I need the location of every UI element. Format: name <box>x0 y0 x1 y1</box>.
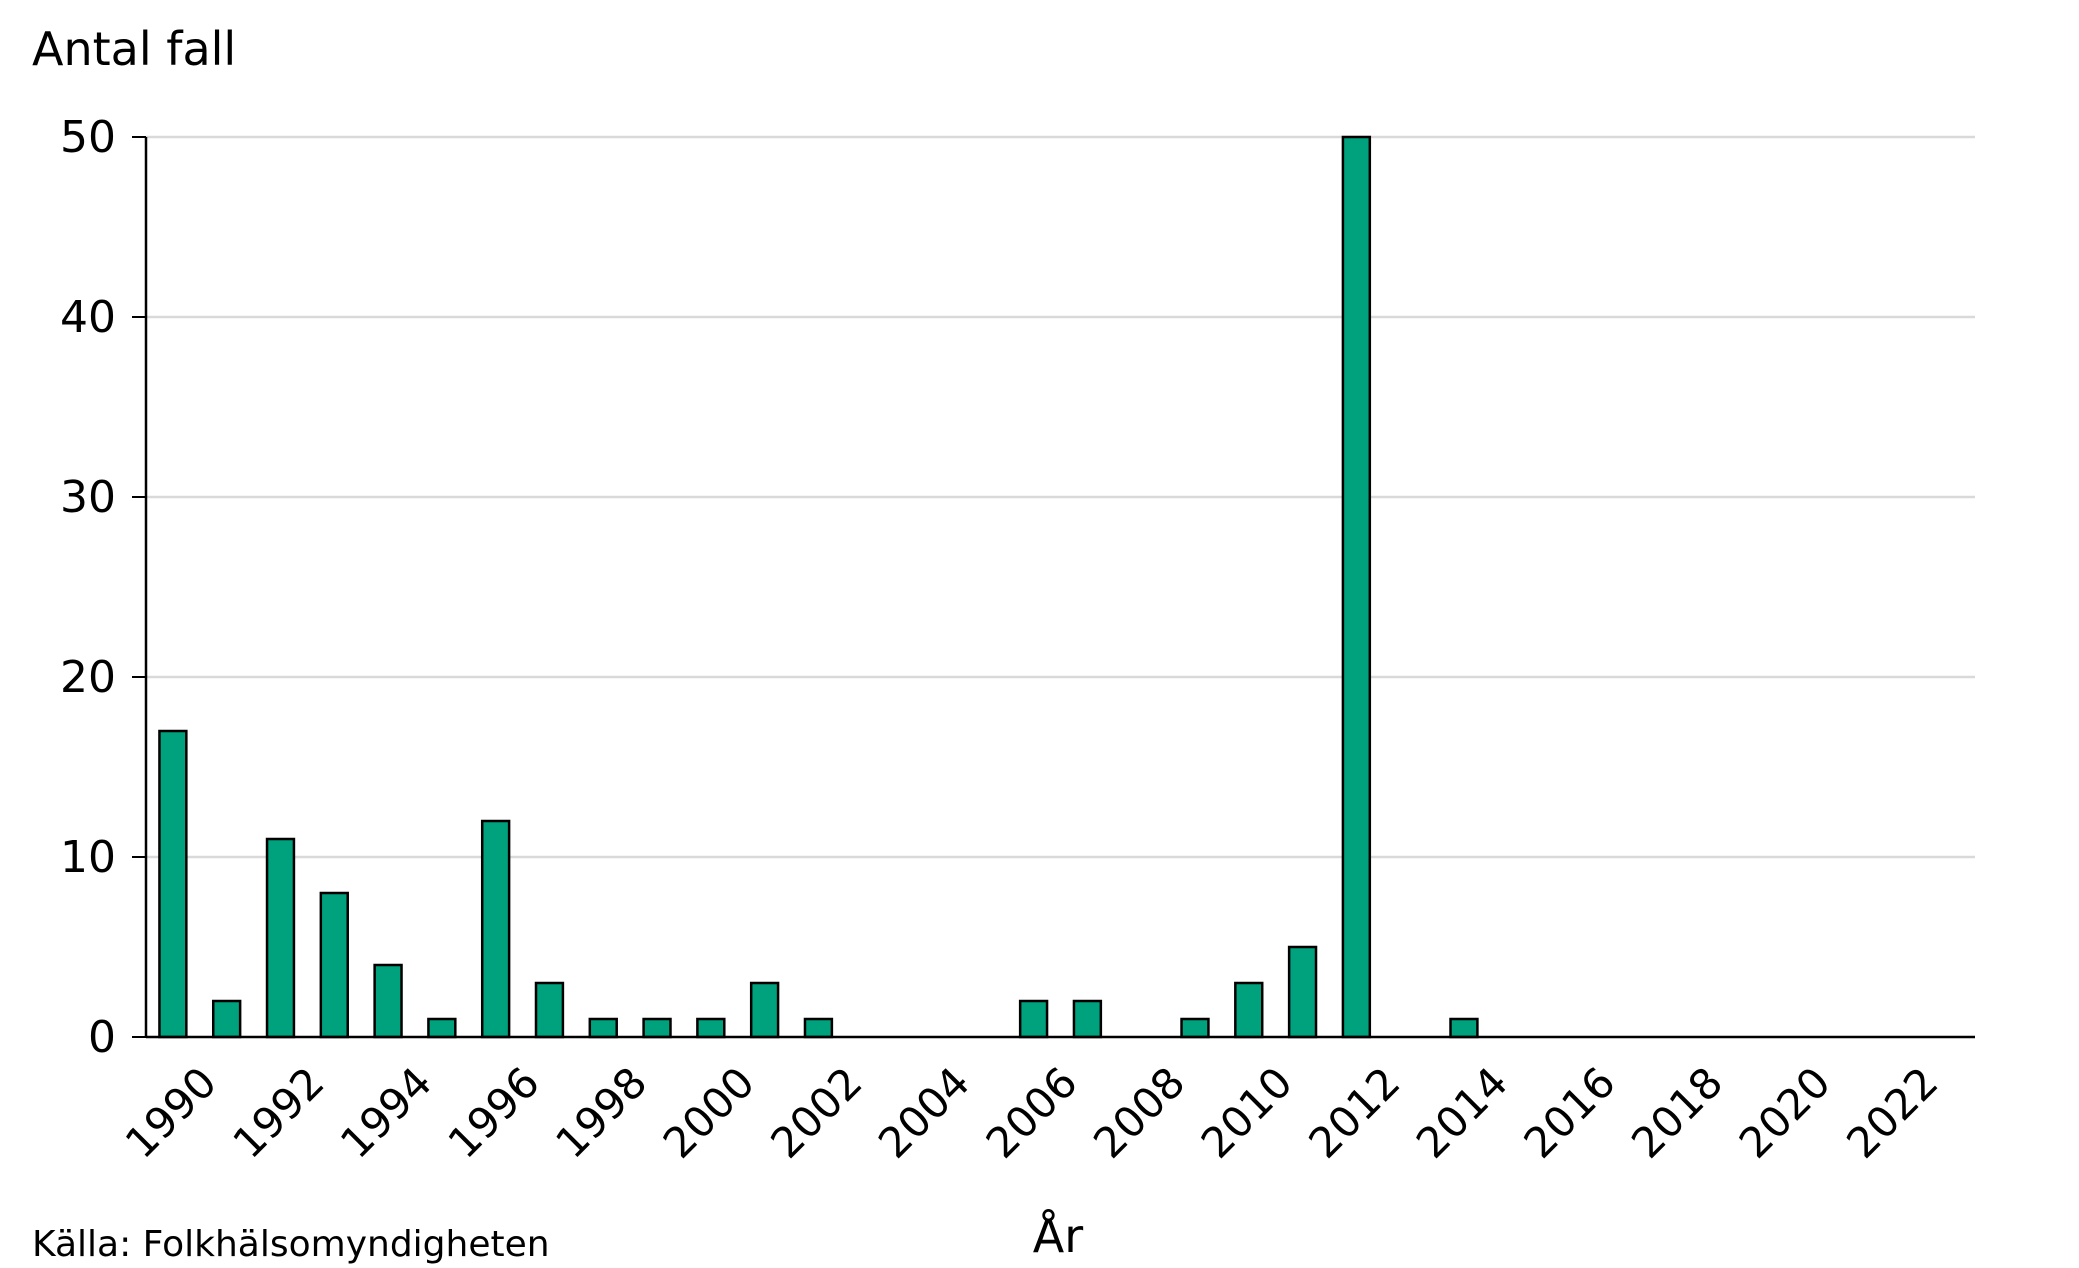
x-tick-label-1998: 1998 <box>546 1057 656 1167</box>
x-tick-label-2016: 2016 <box>1514 1057 1624 1167</box>
bar-2009 <box>1180 1017 1210 1039</box>
bar-1997 <box>534 981 565 1039</box>
x-tick-label-1996: 1996 <box>439 1057 549 1167</box>
y-tick-label-40: 40 <box>60 292 116 343</box>
bar-2010 <box>1234 981 1264 1039</box>
bar-1995 <box>427 1017 457 1039</box>
bar-2012 <box>1341 135 1372 1039</box>
x-axis-label: År <box>1033 1209 1083 1263</box>
bar-2002 <box>803 1017 834 1039</box>
bar-1990 <box>158 729 188 1039</box>
bar-2011 <box>1287 945 1318 1039</box>
bar-1996 <box>480 819 511 1039</box>
x-tick-label-2022: 2022 <box>1837 1057 1947 1167</box>
y-tick-label-30: 30 <box>60 472 116 523</box>
x-tick-label-2008: 2008 <box>1084 1057 1194 1167</box>
gridlines <box>146 135 1975 859</box>
x-tick-label-2000: 2000 <box>654 1057 764 1167</box>
axes <box>144 137 1975 1039</box>
x-tick-label-2006: 2006 <box>977 1057 1087 1167</box>
bar-1998 <box>588 1017 618 1039</box>
bar-1992 <box>265 837 296 1039</box>
y-tick-label-10: 10 <box>60 832 116 883</box>
x-tick-label-1990: 1990 <box>116 1057 226 1167</box>
bar-1993 <box>319 891 349 1039</box>
y-tick-label-50: 50 <box>60 112 116 163</box>
x-tick-label-2020: 2020 <box>1730 1057 1840 1167</box>
x-ticks: 1990199219941996199820002002200420062008… <box>116 1057 1948 1167</box>
x-tick-label-2004: 2004 <box>869 1057 979 1167</box>
bar-2014 <box>1449 1017 1479 1039</box>
bar-1994 <box>373 963 403 1039</box>
x-tick-label-2002: 2002 <box>761 1057 871 1167</box>
bar-2006 <box>1018 999 1049 1039</box>
bar-2007 <box>1072 999 1103 1039</box>
x-tick-label-1992: 1992 <box>223 1057 333 1167</box>
x-tick-label-1994: 1994 <box>331 1057 441 1167</box>
y-tick-label-0: 0 <box>88 1012 116 1063</box>
y-axis-label: Antal fall <box>32 22 236 76</box>
bar-2001 <box>749 981 780 1039</box>
bar-2000 <box>696 1017 726 1039</box>
bar-1991 <box>211 999 242 1039</box>
y-ticks: 0 10 20 30 40 50 <box>60 112 146 1063</box>
source-note: Källa: Folkhälsomyndigheten <box>32 1224 550 1265</box>
bar-1999 <box>642 1017 672 1039</box>
x-tick-label-2014: 2014 <box>1407 1057 1517 1167</box>
x-tick-label-2012: 2012 <box>1299 1057 1409 1167</box>
x-tick-label-2010: 2010 <box>1192 1057 1302 1167</box>
bars <box>158 135 1479 1039</box>
y-tick-label-20: 20 <box>60 652 116 703</box>
x-tick-label-2018: 2018 <box>1622 1057 1732 1167</box>
